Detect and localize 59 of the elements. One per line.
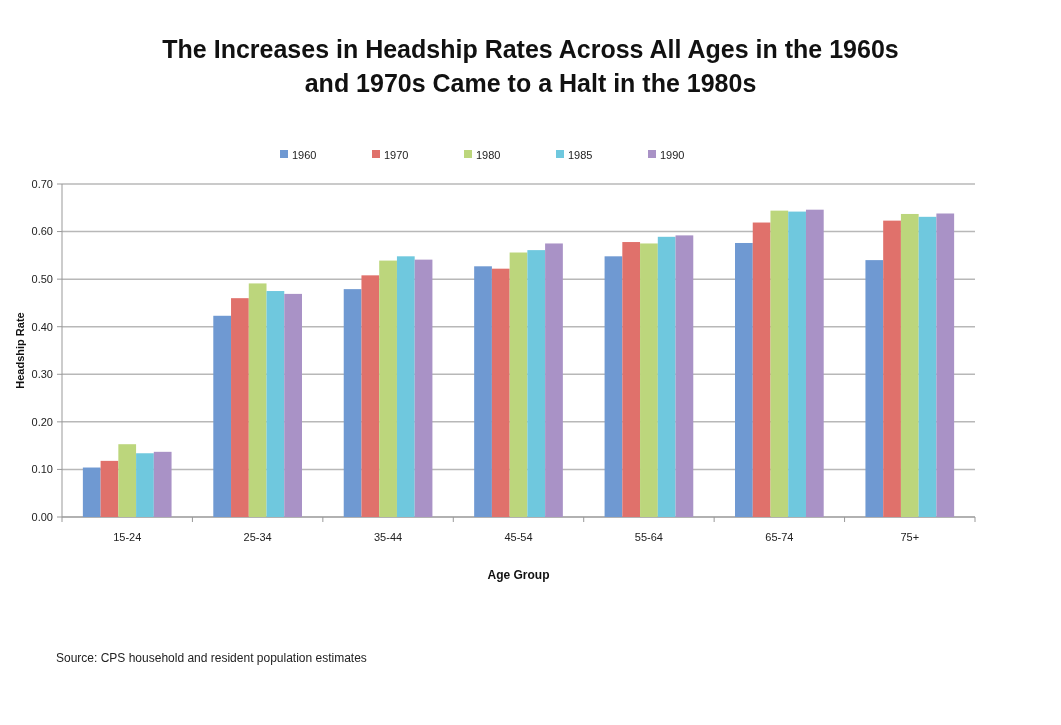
bar: [231, 298, 249, 517]
bar: [936, 213, 955, 517]
bar: [248, 283, 267, 517]
bar: [118, 444, 137, 517]
x-axis-title: Age Group: [487, 568, 550, 582]
bar: [805, 209, 824, 517]
bar: [735, 242, 753, 517]
x-tick-label: 55-64: [634, 531, 663, 543]
bar: [266, 291, 285, 517]
bar: [788, 211, 806, 517]
x-tick-label: 35-44: [374, 531, 403, 543]
y-tick-label: 0.00: [31, 510, 53, 523]
bar: [213, 315, 232, 517]
bar: [474, 266, 492, 517]
bar: [509, 252, 528, 517]
bar: [883, 220, 901, 517]
y-tick-label: 0.70: [31, 177, 53, 190]
x-tick-label: 25-34: [243, 531, 272, 543]
bar: [100, 460, 119, 517]
bar: [153, 451, 172, 517]
bar: [527, 250, 546, 517]
y-tick-label: 0.50: [31, 272, 53, 285]
source-note: Source: CPS household and resident population estimates: [56, 651, 367, 665]
y-tick-label: 0.20: [31, 415, 53, 428]
y-tick-label: 0.10: [31, 463, 53, 476]
bar: [622, 242, 641, 517]
legend-label: 1980: [476, 148, 501, 161]
legend-label: 1985: [568, 148, 593, 161]
bar: [361, 275, 380, 517]
bar: [284, 293, 302, 517]
bar: [414, 259, 433, 517]
bar: [396, 256, 415, 517]
y-tick-label: 0.60: [31, 225, 53, 238]
bar: [770, 210, 789, 517]
legend-label: 1990: [660, 148, 685, 161]
y-axis-title: Headship Rate: [14, 312, 26, 389]
x-tick-label: 75+: [900, 531, 920, 543]
bar: [343, 289, 362, 517]
bar: [865, 260, 884, 517]
y-tick-label: 0.40: [31, 320, 53, 333]
chart-title: The Increases in Headship Rates Across All Ages in the 1960s and 1970s Came to a Halt in the 1980s: [162, 35, 899, 97]
bar: [491, 268, 510, 517]
bar: [752, 222, 771, 517]
bar: [918, 216, 937, 517]
bar: [545, 243, 563, 517]
bar: [604, 256, 623, 517]
bar: [657, 236, 676, 517]
bar: [900, 213, 919, 517]
bar: [136, 453, 154, 517]
legend-label: 1960: [292, 148, 317, 161]
bar: [675, 235, 694, 517]
bar: [640, 243, 658, 517]
legend-label: 1970: [384, 148, 409, 161]
x-tick-label: 45-54: [504, 531, 533, 543]
bar: [82, 467, 101, 517]
x-tick-label: 15-24: [113, 531, 142, 543]
bar: [379, 260, 397, 517]
y-tick-label: 0.30: [31, 368, 53, 381]
x-tick-label: 65-74: [765, 531, 794, 543]
